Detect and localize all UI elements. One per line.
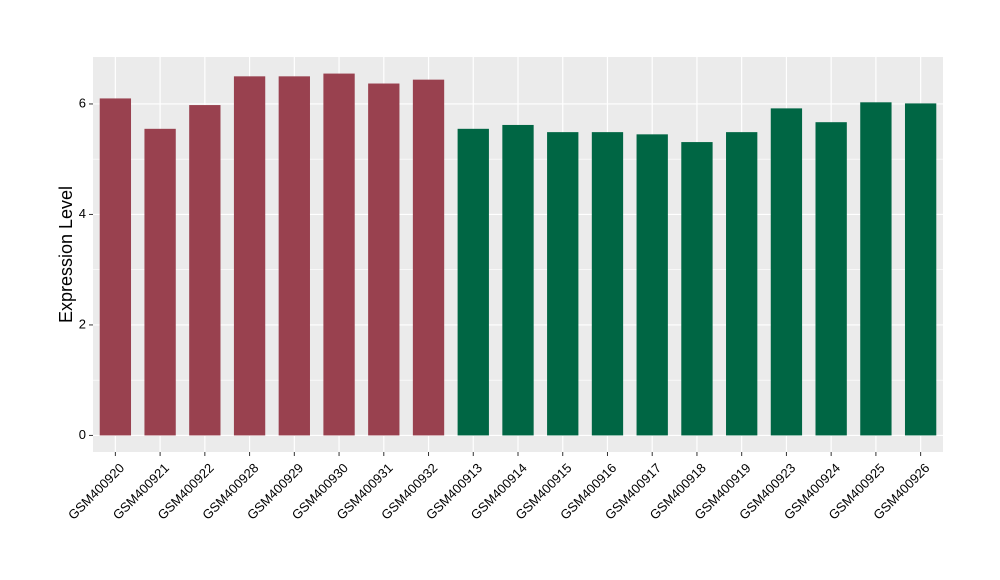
bars [99, 73, 937, 436]
bar-GSM400913 [457, 128, 489, 436]
bar-GSM400932 [412, 79, 445, 436]
y-tick-label: 4 [79, 206, 86, 221]
bar-GSM400930 [323, 73, 355, 436]
bar-GSM400919 [726, 132, 758, 436]
y-tick-label: 2 [79, 316, 86, 331]
bar-GSM400917 [636, 134, 668, 436]
bar-GSM400924 [815, 122, 847, 436]
bar-GSM400916 [591, 132, 624, 436]
bar-GSM400931 [368, 83, 400, 436]
bar-GSM400920 [99, 98, 132, 436]
bar-GSM400914 [502, 124, 534, 436]
bar-GSM400926 [904, 103, 937, 436]
bar-GSM400929 [278, 76, 310, 436]
bar-GSM400915 [547, 132, 579, 436]
y-tick-label: 6 [79, 95, 86, 110]
y-tick-label: 0 [79, 427, 86, 442]
bar-GSM400922 [189, 105, 221, 436]
bar-GSM400921 [144, 128, 176, 436]
bar-GSM400928 [233, 76, 266, 436]
bar-GSM400918 [681, 142, 713, 436]
bar-GSM400925 [860, 102, 892, 436]
y-axis-title: Expression Level [56, 186, 76, 323]
bar-GSM400923 [770, 108, 803, 436]
